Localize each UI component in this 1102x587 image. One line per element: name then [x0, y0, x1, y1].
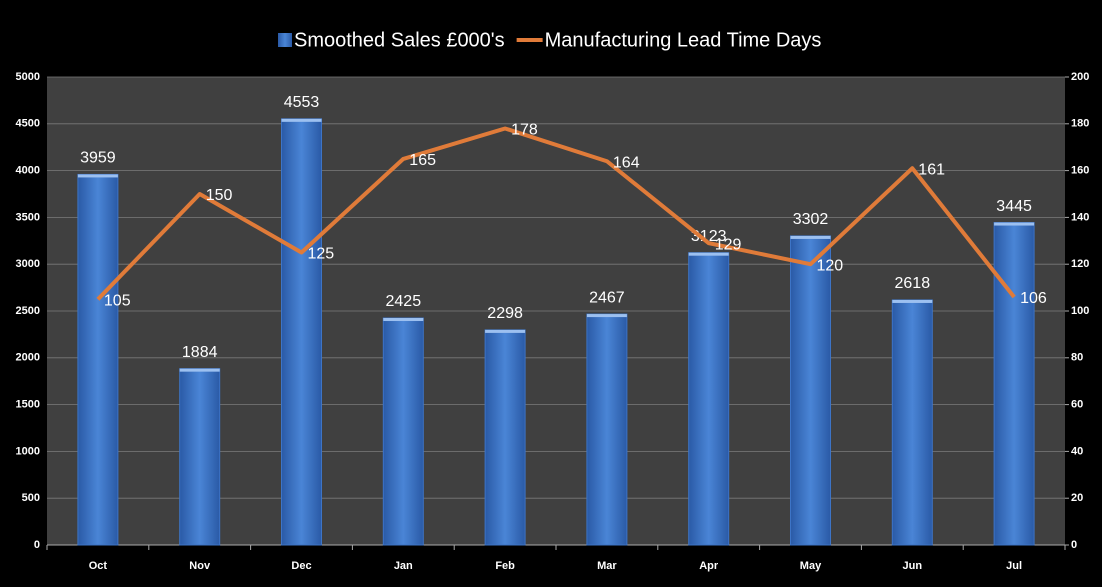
bar	[891, 299, 933, 546]
line-value-label: 178	[511, 122, 538, 139]
x-tick-label: Mar	[597, 560, 617, 572]
x-tick-label: Jun	[903, 560, 923, 572]
y-tick-label: 4000	[16, 165, 40, 177]
legend-label: Manufacturing Lead Time Days	[545, 29, 822, 51]
bar	[484, 329, 526, 546]
line-value-label: 106	[1020, 290, 1047, 307]
bar-cap	[383, 318, 424, 322]
bar-cap	[77, 174, 118, 178]
x-tick-label: Dec	[291, 560, 311, 572]
y-tick-label: 1000	[16, 445, 40, 457]
x-tick-label: Feb	[495, 560, 515, 572]
bar-value-label: 2425	[386, 293, 422, 310]
y2-tick-label: 20	[1071, 492, 1083, 504]
y-tick-label: 1500	[16, 399, 40, 411]
x-tick-label: Jan	[394, 560, 413, 572]
y2-tick-label: 120	[1071, 258, 1089, 270]
bar	[77, 173, 119, 546]
bar-cap	[179, 368, 220, 372]
bar-value-label: 3123	[691, 228, 727, 245]
y-tick-label: 500	[22, 492, 40, 504]
legend-swatch	[278, 33, 292, 47]
bar	[382, 317, 424, 546]
x-tick-label: Oct	[89, 560, 108, 572]
line-value-label: 105	[104, 293, 131, 310]
line-value-label: 165	[409, 152, 436, 169]
y2-tick-label: 0	[1071, 539, 1077, 551]
x-tick-label: May	[800, 560, 822, 572]
bar-value-label: 3959	[80, 150, 116, 167]
bar-cap	[688, 252, 729, 256]
y2-tick-label: 60	[1071, 399, 1083, 411]
y-tick-label: 4500	[16, 118, 40, 130]
line	[96, 126, 1016, 301]
bar-value-label: 1884	[182, 344, 218, 361]
bar	[790, 235, 831, 546]
bar-value-label: 3302	[793, 211, 829, 228]
bar-cap	[281, 118, 322, 122]
bar	[993, 222, 1035, 546]
y2-tick-label: 80	[1071, 352, 1083, 364]
y2-tick-label: 100	[1071, 305, 1089, 317]
bar-value-label: 2618	[895, 275, 931, 292]
y2-tick-label: 160	[1071, 165, 1089, 177]
bar	[281, 118, 322, 546]
y-tick-label: 0	[34, 539, 40, 551]
bar-cap	[586, 314, 627, 318]
bar-value-label: 3445	[996, 198, 1032, 215]
line-value-label: 150	[206, 187, 233, 204]
bar-value-label: 2298	[487, 305, 523, 322]
line-value-label: 129	[715, 236, 742, 253]
y-tick-label: 2500	[16, 305, 40, 317]
x-tick-label: Apr	[699, 560, 719, 572]
y2-tick-label: 40	[1071, 445, 1083, 457]
y-tick-label: 3000	[16, 258, 40, 270]
y-tick-label: 5000	[16, 71, 40, 83]
x-tick-label: Jul	[1006, 560, 1022, 572]
bar-value-label: 2467	[589, 289, 625, 306]
bar-cap	[994, 222, 1035, 226]
y-tick-label: 2000	[16, 352, 40, 364]
y-tick-label: 3500	[16, 211, 40, 223]
y2-tick-label: 200	[1071, 71, 1089, 83]
bar-cap	[485, 329, 526, 333]
bar	[179, 368, 221, 546]
line-value-label: 120	[817, 257, 844, 274]
bar-cap	[892, 299, 933, 303]
line-value-label: 161	[918, 161, 945, 178]
legend-label: Smoothed Sales £000's	[294, 29, 505, 51]
bar	[586, 313, 628, 546]
bar-value-label: 4553	[284, 94, 320, 111]
bar	[688, 252, 730, 546]
x-tick-label: Nov	[189, 560, 211, 572]
line-value-label: 125	[308, 246, 335, 263]
y2-tick-label: 180	[1071, 118, 1089, 130]
y2-tick-label: 140	[1071, 211, 1089, 223]
line-value-label: 164	[613, 154, 640, 171]
bar-cap	[790, 235, 831, 239]
